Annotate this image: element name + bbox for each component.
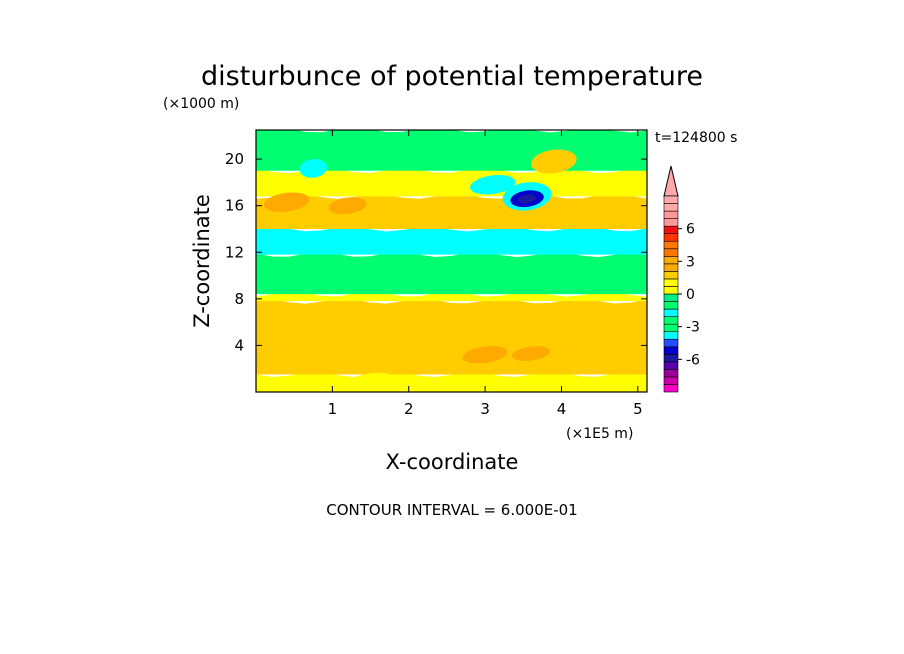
y-tick-label: 8	[234, 290, 244, 308]
colorbar-tick-label: -3	[686, 320, 700, 336]
y-tick-label: 12	[225, 243, 244, 261]
x-tick-label: 1	[328, 400, 338, 418]
colorbar-segment	[663, 218, 679, 227]
contour-band	[256, 252, 647, 295]
colorbar-segment	[663, 361, 679, 370]
colorbar-segment	[663, 301, 679, 310]
colorbar-segment	[663, 354, 679, 363]
contour-feature	[470, 174, 516, 195]
y-tick-label: 4	[234, 336, 244, 354]
x-tick-label: 5	[633, 400, 643, 418]
colorbar-segment	[663, 278, 679, 287]
colorbar-segment	[663, 256, 679, 265]
colorbar-segment	[663, 233, 679, 242]
x-tick-label: 3	[480, 400, 490, 418]
y-axis-ticks: 4 8 12 16 20	[225, 150, 647, 354]
colorbar-segment	[663, 384, 679, 393]
colorbar-segment	[663, 316, 679, 325]
contour-band	[256, 372, 647, 392]
contour-feature	[511, 346, 550, 361]
x-axis-ticks: 1 2 3 4 5	[328, 130, 643, 418]
colorbar-segment	[663, 203, 679, 212]
colorbar: 6 3 0 -3 -6	[663, 165, 700, 393]
contour-feature	[299, 159, 327, 178]
x-unit-label: (×1E5 m)	[566, 426, 633, 442]
contour-field	[256, 130, 647, 392]
y-axis-label: Z-coordinate	[190, 194, 214, 328]
colorbar-segment	[663, 331, 679, 340]
colorbar-segment	[663, 293, 679, 302]
x-axis-label: X-coordinate	[386, 450, 519, 474]
colorbar-segment	[663, 210, 679, 219]
colorbar-segment	[663, 308, 679, 317]
colorbar-segment	[663, 240, 679, 250]
contour-feature	[462, 346, 508, 364]
contour-band	[256, 298, 647, 375]
colorbar-tick-label: 6	[686, 222, 695, 238]
colorbar-segment	[663, 346, 679, 355]
colorbar-segment	[663, 195, 679, 204]
colorbar-segment	[663, 338, 679, 348]
contour-feature	[518, 194, 537, 203]
time-label: t=124800 s	[655, 130, 737, 146]
colorbar-segment	[663, 286, 679, 295]
colorbar-segment	[663, 369, 679, 378]
colorbar-tick-label: -6	[686, 352, 700, 368]
x-tick-label: 2	[404, 400, 414, 418]
colorbar-arrow	[663, 165, 679, 197]
colorbar-segment	[663, 225, 679, 234]
x-tick-label: 4	[557, 400, 567, 418]
contour-band	[256, 226, 647, 255]
colorbar-tick-label: 0	[686, 287, 695, 303]
y-tick-label: 16	[225, 197, 244, 215]
contour-interval-label: CONTOUR INTERVAL = 6.000E-01	[326, 501, 577, 519]
contour-feature	[328, 197, 367, 215]
colorbar-segment	[663, 248, 679, 257]
colorbar-segment	[663, 376, 679, 385]
colorbar-segment	[663, 271, 679, 280]
contour-feature	[531, 149, 577, 174]
y-tick-label: 20	[225, 150, 244, 168]
colorbar-tick-label: 3	[686, 254, 695, 270]
colorbar-segment	[663, 323, 679, 332]
y-unit-label: (×1000 m)	[163, 96, 239, 112]
contour-band	[256, 193, 647, 229]
plot-frame	[255, 129, 648, 393]
colorbar-segment	[663, 263, 679, 272]
contour-feature	[347, 372, 394, 388]
contour-feature	[263, 192, 310, 212]
chart-title: disturbunce of potential temperature	[201, 61, 703, 92]
